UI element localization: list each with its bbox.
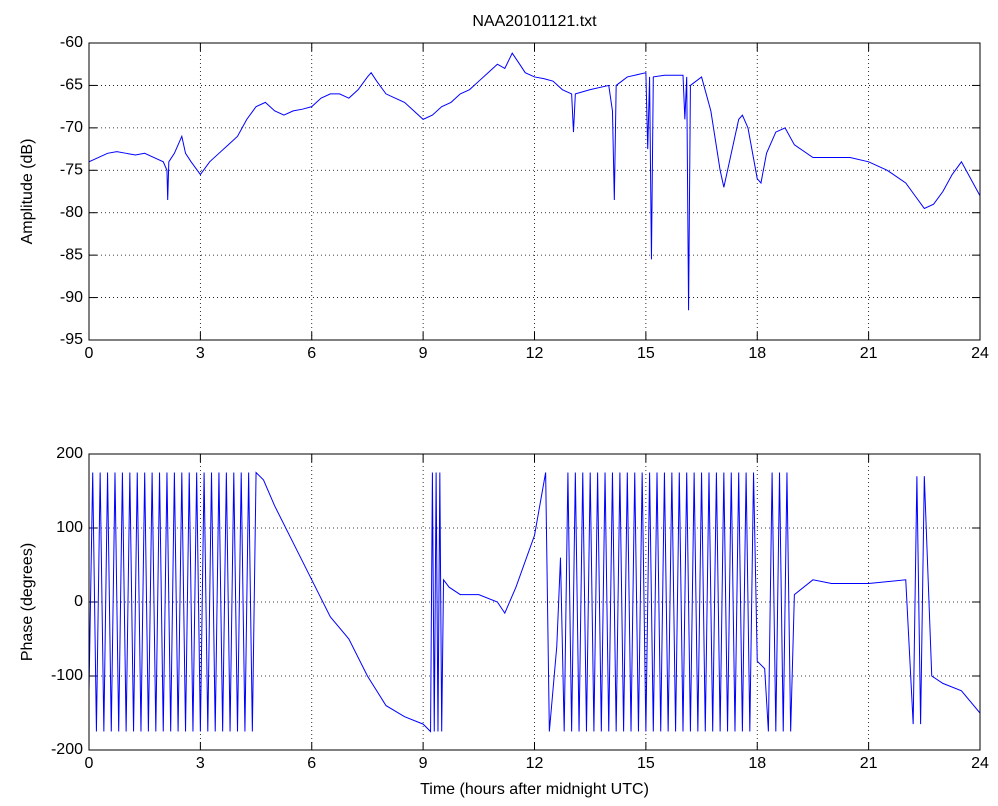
x-tick-label: 24	[971, 345, 989, 362]
y-tick-label: -100	[51, 667, 83, 684]
x-tick-label: 24	[971, 755, 989, 772]
axes-frame	[88, 453, 981, 751]
y-tick-label: -75	[60, 162, 83, 179]
y-tick-label: -200	[51, 741, 83, 758]
x-tick-label: 6	[307, 345, 316, 362]
y-tick-label: -80	[60, 204, 83, 221]
y-tick-label: 0	[74, 593, 83, 610]
y-tick-label: -70	[60, 119, 83, 136]
y-tick-label: -85	[60, 246, 83, 263]
x-tick-label: 0	[85, 755, 94, 772]
y-tick-label: 200	[56, 445, 83, 462]
x-tick-label: 0	[85, 345, 94, 362]
x-tick-label: 6	[307, 755, 316, 772]
x-tick-label: 3	[196, 755, 205, 772]
x-tick-label: 9	[419, 345, 428, 362]
data-line	[89, 471, 980, 733]
x-tick-label: 9	[419, 755, 428, 772]
x-tick-label: 15	[637, 755, 655, 772]
y-tick-label: 100	[56, 519, 83, 536]
y-axis-label: Amplitude (dB)	[19, 139, 36, 245]
x-tick-label: 18	[748, 755, 766, 772]
x-tick-label: 12	[526, 755, 544, 772]
x-tick-label: 21	[860, 755, 878, 772]
x-axis-label: Time (hours after midnight UTC)	[420, 781, 649, 798]
x-tick-label: 18	[748, 345, 766, 362]
y-tick-label: -95	[60, 331, 83, 348]
x-tick-label: 15	[637, 345, 655, 362]
y-tick-label: -90	[60, 289, 83, 306]
y-tick-label: -65	[60, 77, 83, 94]
y-axis-label: Phase (degrees)	[19, 543, 36, 661]
chart-title: NAA20101121.txt	[472, 13, 597, 30]
data-line	[89, 52, 980, 311]
x-tick-label: 21	[860, 345, 878, 362]
x-tick-label: 3	[196, 345, 205, 362]
axes-frame	[88, 42, 981, 341]
y-tick-label: -60	[60, 34, 83, 51]
x-tick-label: 12	[526, 345, 544, 362]
